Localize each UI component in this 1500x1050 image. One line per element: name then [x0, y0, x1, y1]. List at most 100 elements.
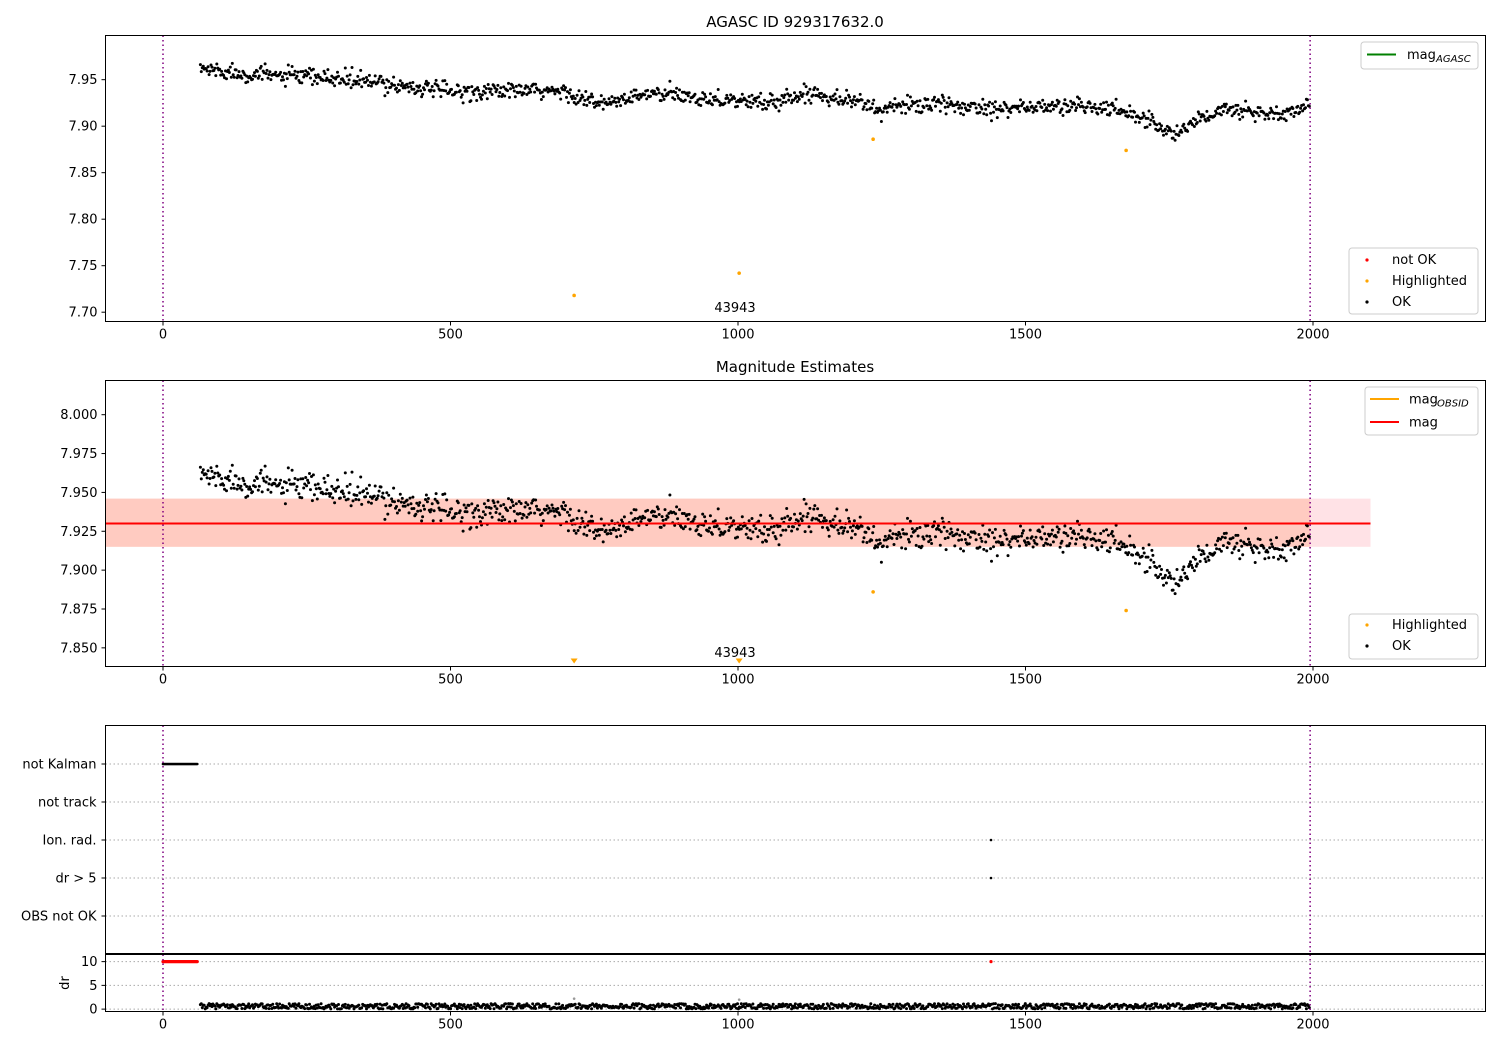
- ok-point: [1291, 539, 1295, 543]
- ok-point: [615, 104, 619, 108]
- ok-point: [806, 90, 810, 94]
- dr-point: [771, 1002, 775, 1006]
- ok-point: [513, 95, 517, 99]
- ok-point: [406, 503, 410, 507]
- ok-point: [758, 529, 762, 532]
- ok-point: [967, 542, 971, 546]
- dr-point: [674, 1006, 678, 1010]
- ok-point: [901, 528, 905, 532]
- ok-point: [861, 540, 865, 544]
- ok-point: [805, 515, 809, 519]
- ok-point: [1297, 547, 1301, 551]
- x-tick-label: 500: [438, 1018, 463, 1033]
- ok-point: [1258, 106, 1262, 110]
- dr-point: [873, 1003, 877, 1007]
- ok-point: [906, 93, 909, 97]
- ok-point: [626, 525, 630, 529]
- flag-row-label: not track: [38, 796, 97, 811]
- ok-point: [1190, 563, 1193, 567]
- ok-point: [1239, 107, 1243, 111]
- ok-point: [704, 519, 708, 523]
- ok-point: [517, 500, 521, 503]
- ok-point: [472, 515, 476, 519]
- ok-point: [403, 86, 407, 90]
- ok-point: [501, 515, 505, 519]
- ok-point: [218, 67, 222, 71]
- dr-point: [474, 1007, 478, 1011]
- panel-2-title: Magnitude Estimates: [716, 358, 874, 376]
- ok-point: [419, 509, 423, 513]
- ok-point: [861, 107, 865, 111]
- ok-point: [725, 517, 729, 521]
- ok-point: [1006, 116, 1010, 119]
- ok-point: [445, 498, 449, 502]
- ok-point: [220, 69, 224, 73]
- ok-point: [1152, 120, 1156, 123]
- ok-point: [1134, 561, 1137, 565]
- ok-point: [500, 519, 504, 523]
- ok-point: [960, 106, 964, 110]
- ok-point: [405, 498, 409, 502]
- ok-point: [956, 528, 960, 532]
- ok-point: [939, 530, 943, 534]
- ok-point: [807, 525, 811, 529]
- ok-point: [601, 107, 605, 111]
- ok-point: [991, 531, 994, 535]
- ok-point: [498, 91, 502, 94]
- dr-point: [561, 1003, 565, 1007]
- ok-point: [622, 98, 625, 102]
- ok-point: [325, 488, 329, 492]
- ok-point: [1117, 542, 1121, 546]
- ok-point: [509, 506, 512, 510]
- ok-point: [1272, 555, 1276, 559]
- ok-point: [909, 534, 913, 538]
- ok-point: [1049, 109, 1052, 113]
- dr-point: [436, 1007, 440, 1010]
- ok-point: [230, 463, 234, 467]
- ok-point: [652, 89, 656, 93]
- ok-point: [708, 526, 711, 530]
- ok-point: [506, 89, 510, 93]
- ok-point: [1145, 570, 1149, 573]
- ok-point: [1292, 115, 1296, 118]
- ok-point: [540, 90, 544, 94]
- ok-point: [585, 533, 589, 537]
- ok-point: [704, 95, 708, 99]
- dr-point: [848, 1005, 851, 1009]
- dr-point: [785, 1002, 789, 1006]
- ok-point: [820, 91, 823, 95]
- ok-point: [1207, 118, 1211, 122]
- ok-point: [229, 75, 233, 79]
- ok-point: [302, 75, 306, 79]
- ok-point: [671, 96, 675, 100]
- ok-point: [256, 488, 260, 492]
- dr-point: [240, 1007, 244, 1010]
- ok-point: [707, 529, 710, 533]
- ok-point: [411, 495, 415, 499]
- ok-point: [843, 526, 847, 530]
- ok-point: [273, 482, 277, 486]
- ok-point: [789, 93, 793, 97]
- dr-point: [891, 1002, 895, 1006]
- ok-point: [846, 101, 850, 105]
- ok-point: [281, 75, 284, 79]
- ok-point: [332, 487, 336, 491]
- ok-point: [761, 540, 765, 544]
- dr-point: [375, 1002, 379, 1006]
- dr-point: [469, 1003, 473, 1007]
- ok-point: [885, 545, 889, 549]
- dr-point: [899, 1007, 903, 1011]
- ok-point: [255, 69, 259, 73]
- dr-point: [533, 1004, 537, 1008]
- ok-point: [1279, 116, 1283, 120]
- ok-point: [610, 519, 614, 523]
- ok-point: [981, 97, 985, 101]
- ok-point: [583, 98, 587, 102]
- ok-point: [249, 487, 253, 491]
- ok-point: [1063, 98, 1067, 102]
- ok-point: [887, 534, 891, 538]
- ok-point: [1127, 551, 1131, 555]
- ok-point: [1004, 103, 1008, 107]
- ok-point: [1069, 99, 1073, 103]
- ok-point: [365, 487, 368, 491]
